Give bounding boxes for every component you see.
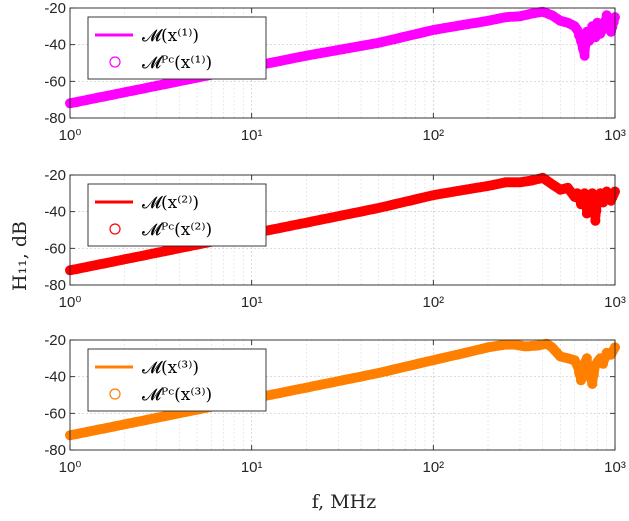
data-point xyxy=(591,205,602,216)
data-point xyxy=(593,23,604,34)
data-point xyxy=(595,353,606,364)
data-point xyxy=(607,347,618,358)
data-point xyxy=(571,23,581,34)
data-point xyxy=(574,368,585,378)
data-point xyxy=(581,353,592,364)
x-tick-label: 10⁰ xyxy=(59,459,82,476)
legend-label: 𝓜ᴾᶜ(x⁽³⁾) xyxy=(142,385,212,405)
data-point xyxy=(608,344,619,355)
legend: 𝓜(x⁽²⁾) 𝓜ᴾᶜ(x⁽²⁾) xyxy=(87,183,267,247)
y-tick-label: -40 xyxy=(44,369,66,386)
data-point xyxy=(572,360,583,371)
data-point xyxy=(550,346,561,356)
legend-box xyxy=(87,183,267,247)
y-axis-label: H₁₁, dB xyxy=(9,221,31,291)
x-tick-label: 10² xyxy=(422,294,444,311)
data-point xyxy=(569,355,580,366)
axes-box xyxy=(69,174,616,286)
axes-box xyxy=(69,7,616,119)
y-tick-label: -80 xyxy=(44,277,66,294)
x-tick-label: 10¹ xyxy=(241,459,263,476)
x-tick-label: 10⁰ xyxy=(59,294,82,311)
data-point xyxy=(585,373,596,384)
data-point xyxy=(576,375,586,386)
axes-box xyxy=(69,339,616,451)
data-point xyxy=(581,208,592,219)
data-point xyxy=(590,215,601,226)
data-point xyxy=(588,26,599,37)
data-point xyxy=(584,36,595,46)
data-point xyxy=(607,21,618,32)
x-tick-label: 10³ xyxy=(604,459,626,476)
data-point xyxy=(552,13,562,24)
y-tick-label: -20 xyxy=(44,167,66,184)
data-point xyxy=(545,177,556,188)
x-tick-label: 10¹ xyxy=(241,127,263,144)
data-point xyxy=(583,202,593,213)
y-tick-label: -60 xyxy=(44,73,66,90)
data-point xyxy=(580,38,591,49)
y-tick-label: -20 xyxy=(44,332,66,349)
data-point xyxy=(576,199,586,210)
x-tick-label: 10² xyxy=(422,127,444,144)
legend: 𝓜(x⁽³⁾) 𝓜ᴾᶜ(x⁽³⁾) xyxy=(87,348,267,412)
legend-box xyxy=(87,348,267,412)
legend-marker-swatch xyxy=(109,56,121,68)
legend-label: 𝓜ᴾᶜ(x⁽²⁾) xyxy=(142,220,212,240)
y-tick-label: -40 xyxy=(44,37,66,54)
y-tick-label: -20 xyxy=(44,0,66,17)
data-point xyxy=(591,25,602,35)
x-tick-label: 10² xyxy=(422,459,444,476)
x-tick-label: 10³ xyxy=(604,127,626,144)
data-point xyxy=(572,188,583,199)
y-tick-label: -60 xyxy=(44,240,66,257)
data-point xyxy=(598,197,609,208)
data-point xyxy=(579,188,590,199)
y-tick-label: -40 xyxy=(44,204,66,221)
legend-marker-swatch xyxy=(109,388,121,400)
legend-label: 𝓜ᴾᶜ(x⁽¹⁾) xyxy=(142,53,212,73)
data-point xyxy=(548,344,559,355)
data-point xyxy=(572,25,583,35)
data-point xyxy=(606,26,616,37)
legend-box xyxy=(87,16,267,80)
data-point xyxy=(584,368,595,378)
data-point xyxy=(579,50,590,61)
legend-marker-swatch xyxy=(109,223,121,235)
data-point xyxy=(574,193,585,204)
x-axis-label: f, MHz xyxy=(312,491,376,513)
legend: 𝓜(x⁽¹⁾) 𝓜ᴾᶜ(x⁽¹⁾) xyxy=(87,16,267,80)
data-point xyxy=(595,28,606,39)
x-tick-label: 10¹ xyxy=(241,294,263,311)
data-point xyxy=(596,356,607,367)
y-tick-label: -80 xyxy=(44,442,66,459)
data-point xyxy=(598,358,609,369)
x-tick-label: 10³ xyxy=(604,294,626,311)
y-tick-label: -60 xyxy=(44,405,66,422)
x-tick-label: 10⁰ xyxy=(59,127,82,144)
legend-label: 𝓜(x⁽¹⁾) xyxy=(142,26,199,46)
data-point xyxy=(608,17,619,28)
data-point xyxy=(547,342,557,353)
y-tick-label: -80 xyxy=(44,110,66,127)
data-point xyxy=(592,17,603,28)
legend-label: 𝓜(x⁽³⁾) xyxy=(142,358,199,378)
legend-label: 𝓜(x⁽²⁾) xyxy=(142,193,199,213)
data-point xyxy=(591,358,602,369)
data-point xyxy=(541,338,552,349)
